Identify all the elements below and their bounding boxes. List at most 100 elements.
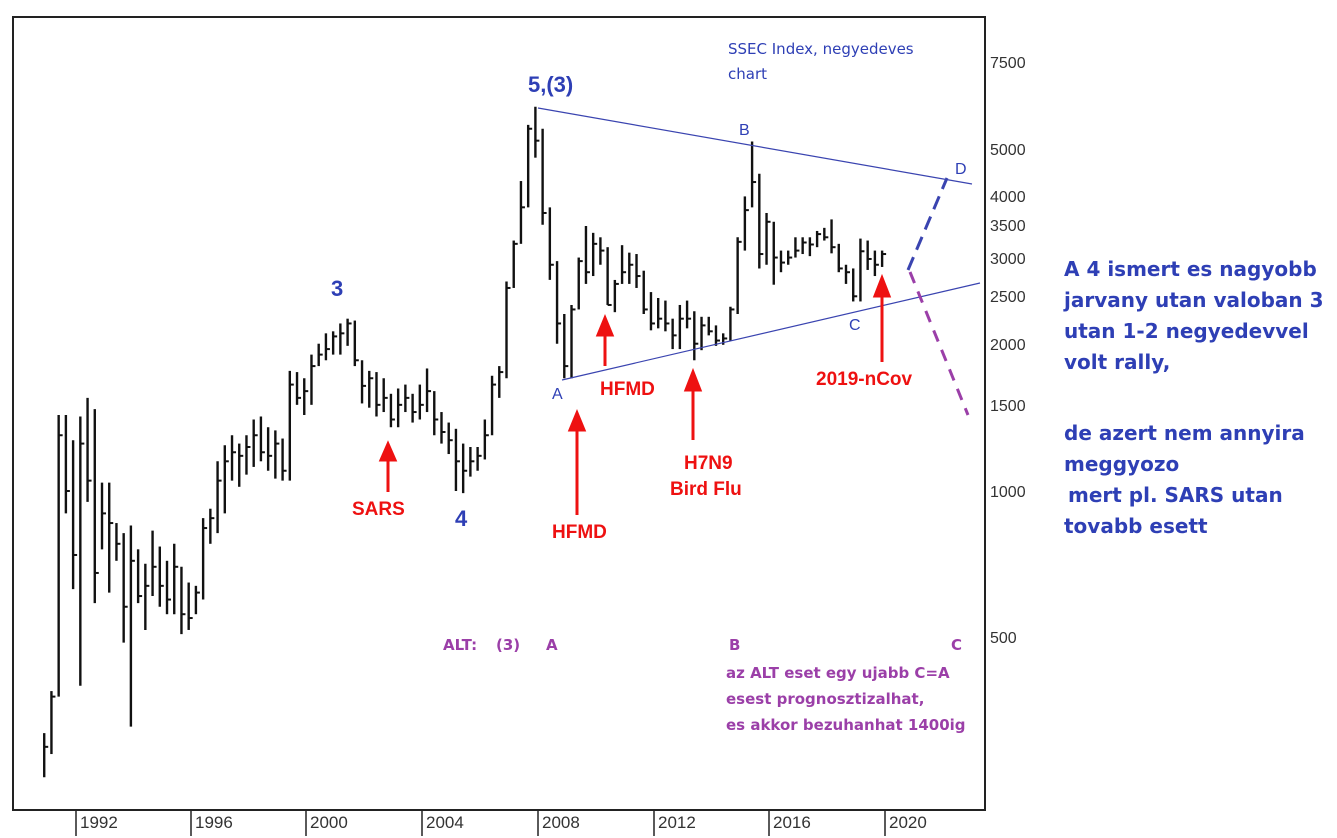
ohlc-bar bbox=[266, 427, 273, 471]
ohlc-bar bbox=[750, 141, 757, 208]
ohlc-bar bbox=[541, 128, 547, 225]
ohlc-bar bbox=[461, 443, 468, 494]
ohlc-bar bbox=[606, 247, 612, 306]
ohlc-bar bbox=[396, 388, 403, 428]
y-tick-label: 3500 bbox=[990, 218, 1026, 235]
ohlc-bar bbox=[259, 416, 265, 462]
chart-title: SSEC Index, negyedeves bbox=[728, 40, 914, 58]
ohlc-bar bbox=[469, 447, 475, 477]
ohlc-bar bbox=[64, 414, 70, 514]
ohlc-bar bbox=[642, 270, 648, 315]
ohlc-bar bbox=[678, 304, 684, 350]
ohlc-bar bbox=[620, 245, 627, 284]
ohlc-bar bbox=[801, 237, 807, 255]
ohlc-bar bbox=[93, 409, 99, 604]
ohlc-bar bbox=[743, 196, 749, 251]
ohlc-bar bbox=[375, 372, 381, 417]
side-note-line: volt rally, bbox=[1064, 350, 1171, 374]
ohlc-bar bbox=[823, 227, 829, 241]
event-label-hfmd-2008: HFMD bbox=[552, 522, 607, 543]
ohlc-bar bbox=[555, 261, 562, 344]
ohlc-bar bbox=[245, 435, 251, 475]
alt-label-3: (3) bbox=[496, 636, 520, 654]
ohlc-bar bbox=[252, 419, 258, 467]
ohlc-bar bbox=[368, 370, 374, 408]
ohlc-bar bbox=[158, 546, 164, 607]
ohlc-bar bbox=[201, 518, 208, 600]
y-tick-label: 3000 bbox=[990, 251, 1026, 268]
alt-label-c: C bbox=[951, 636, 962, 654]
event-label-hfmd-2010: HFMD bbox=[600, 379, 655, 400]
ohlc-bar bbox=[223, 445, 229, 514]
ohlc-bar bbox=[115, 523, 121, 561]
ohlc-bar bbox=[288, 370, 294, 481]
price-bars bbox=[43, 106, 887, 778]
ohlc-bar bbox=[483, 419, 489, 460]
ohlc-bar bbox=[382, 378, 388, 413]
alt-annotation-line3: es akkor bezuhanhat 1400ig bbox=[726, 716, 966, 734]
side-note-line: meggyozo bbox=[1064, 452, 1180, 476]
ohlc-bar bbox=[591, 232, 598, 277]
x-tick-label: 2012 bbox=[658, 813, 696, 832]
ohlc-bar bbox=[685, 300, 692, 329]
ohlc-bar bbox=[714, 325, 720, 346]
ohlc-bar bbox=[404, 384, 410, 413]
y-tick-label: 4000 bbox=[990, 189, 1026, 206]
ohlc-bar bbox=[209, 508, 215, 544]
wave-label-a: A bbox=[552, 386, 563, 403]
y-tick-label: 2500 bbox=[990, 289, 1026, 306]
ohlc-bar bbox=[360, 360, 367, 404]
ohlc-bar bbox=[353, 320, 359, 367]
alt-label-a: A bbox=[546, 636, 558, 654]
alt-projection bbox=[908, 271, 970, 416]
ohlc-bar bbox=[122, 533, 128, 643]
y-tick-label: 5000 bbox=[990, 142, 1026, 159]
ohlc-bar bbox=[194, 585, 200, 615]
ohlc-bar bbox=[144, 563, 150, 630]
ohlc-bar bbox=[281, 438, 287, 481]
ohlc-bar bbox=[108, 482, 114, 593]
y-tick-label: 1500 bbox=[990, 398, 1026, 415]
ohlc-bar bbox=[230, 435, 237, 481]
ohlc-bar bbox=[729, 306, 735, 341]
ohlc-bar bbox=[570, 304, 576, 379]
ohlc-bar bbox=[303, 378, 309, 415]
side-note: A 4 ismert es nagyobb jarvany utan valob… bbox=[1064, 254, 1324, 378]
ohlc-bar bbox=[129, 525, 135, 727]
ohlc-bar bbox=[490, 375, 497, 436]
wave-label-c: C bbox=[849, 317, 861, 334]
ohlc-bar bbox=[808, 237, 814, 257]
x-tick-label: 1992 bbox=[80, 813, 118, 832]
upper-trendline bbox=[537, 107, 973, 185]
projection-to-d bbox=[906, 177, 949, 271]
hfmd-2010-arrow bbox=[595, 314, 615, 366]
side-note-line: de azert nem annyira bbox=[1064, 421, 1305, 445]
y-tick-label: 7500 bbox=[990, 55, 1026, 72]
alt-label-b: B bbox=[729, 636, 740, 654]
event-label-h7n9: H7N9 bbox=[684, 453, 733, 474]
x-tick-label: 1996 bbox=[195, 813, 233, 832]
ohlc-bar bbox=[852, 268, 858, 302]
side-note-line: utan 1-2 negyedevvel bbox=[1064, 319, 1309, 343]
lower-trendline bbox=[561, 282, 981, 381]
ohlc-bar bbox=[758, 173, 764, 269]
x-tick-label: 2008 bbox=[542, 813, 580, 832]
ohlc-bar bbox=[765, 212, 771, 265]
ohlc-bar bbox=[86, 397, 92, 502]
ohlc-bar bbox=[859, 238, 865, 302]
ohlc-bar bbox=[440, 412, 446, 444]
ohlc-bar bbox=[815, 230, 822, 248]
y-tick-label: 500 bbox=[990, 630, 1017, 647]
ohlc-bar bbox=[454, 428, 460, 491]
wave-label-b: B bbox=[739, 122, 750, 139]
ohlc-bar bbox=[57, 414, 63, 697]
ohlc-bar bbox=[498, 366, 504, 398]
ohlc-bar bbox=[447, 422, 453, 455]
event-label-sars: SARS bbox=[352, 499, 405, 520]
ohlc-bar bbox=[411, 393, 417, 423]
ohlc-bar bbox=[389, 393, 395, 428]
wave-label-4: 4 bbox=[455, 506, 468, 531]
ohlc-bar bbox=[216, 461, 222, 534]
wave-label-3: 3 bbox=[331, 276, 343, 301]
